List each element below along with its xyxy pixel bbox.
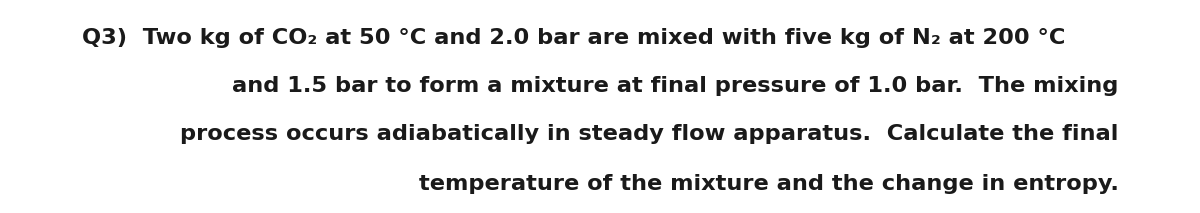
Text: process occurs adiabatically in steady flow apparatus.  Calculate the final: process occurs adiabatically in steady f… [180, 124, 1118, 144]
Text: Q3)  Two kg of CO₂ at 50 °C and 2.0 bar are mixed with five kg of N₂ at 200 °C: Q3) Two kg of CO₂ at 50 °C and 2.0 bar a… [82, 28, 1064, 48]
Text: and 1.5 bar to form a mixture at final pressure of 1.0 bar.  The mixing: and 1.5 bar to form a mixture at final p… [232, 76, 1118, 96]
Text: temperature of the mixture and the change in entropy.: temperature of the mixture and the chang… [419, 174, 1118, 194]
